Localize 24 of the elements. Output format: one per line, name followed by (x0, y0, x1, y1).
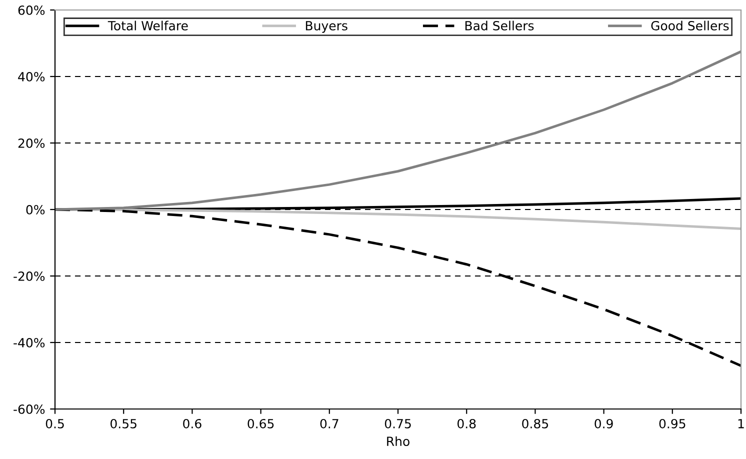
legend-label: Good Sellers (651, 20, 729, 30)
y-tick-label: -40% (14, 338, 45, 348)
x-tick-label: 0.9 (594, 418, 613, 428)
x-axis-title: Rho (387, 436, 410, 446)
x-tick-label: 0.5 (46, 418, 64, 428)
legend-label: Buyers (306, 21, 348, 33)
x-tick-label: 0.95 (659, 418, 686, 428)
y-tick-label: 0% (26, 204, 45, 214)
y-tick-label: 40% (18, 72, 45, 82)
y-tick-label: -20% (14, 271, 45, 281)
y-tick-label: 20% (18, 138, 45, 148)
x-tick-label: 0.85 (522, 418, 548, 428)
line-series (55, 50, 741, 211)
x-tick-label: 0.75 (384, 418, 411, 428)
legend-label: Bad Sellers (465, 20, 534, 30)
legend-label: Total Welfare (108, 20, 188, 30)
x-tick-label: 0.7 (320, 418, 338, 428)
y-tick-label: -60% (14, 404, 45, 414)
x-tick-label: 0.8 (457, 418, 476, 428)
y-tick-label: 60% (18, 5, 45, 15)
x-tick-label: 1 (738, 419, 744, 428)
x-tick-label: 0.65 (248, 418, 274, 428)
x-tick-label: 0.6 (183, 418, 202, 428)
x-tick-label: 0.55 (110, 418, 136, 428)
